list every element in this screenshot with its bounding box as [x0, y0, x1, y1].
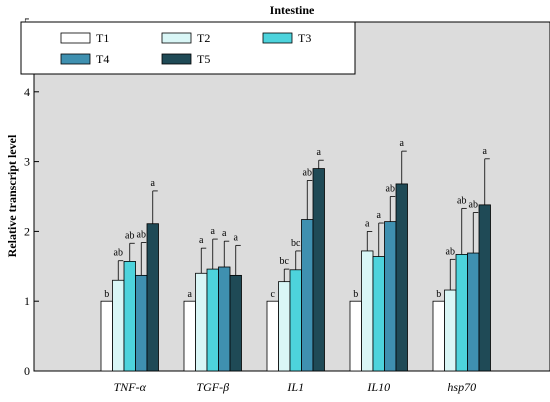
legend-label: T2: [197, 31, 210, 45]
legend-box: [20, 21, 356, 75]
bar: [384, 221, 397, 372]
bar: [301, 219, 314, 372]
legend-swatch: [161, 32, 192, 44]
category-label: IL1: [286, 380, 304, 394]
x-axis: TNF-α TGF-β IL1 IL10 hsp70: [114, 380, 476, 394]
y-tick-label: 0: [24, 364, 30, 378]
y-tick-label: 2: [24, 224, 30, 238]
bar: [135, 274, 148, 372]
significance-label: ab: [137, 230, 146, 241]
y-tick-label: 1: [24, 294, 30, 308]
legend-swatch: [60, 32, 91, 44]
legend: T1 T2 T3 T4 T5: [20, 21, 356, 75]
bar: [112, 279, 125, 372]
significance-label: a: [377, 210, 382, 221]
significance-label: a: [317, 147, 322, 158]
significance-label: ab: [125, 230, 134, 241]
significance-label: ab: [469, 200, 478, 211]
significance-label: bc: [280, 256, 290, 267]
bar: [361, 250, 374, 372]
significance-label: a: [234, 232, 239, 243]
bar: [444, 289, 457, 372]
significance-label: b: [104, 289, 109, 300]
category-label: hsp70: [447, 380, 476, 394]
bar: [183, 300, 196, 372]
bar: [432, 300, 445, 372]
category-label: TNF-α: [114, 380, 147, 394]
bar: [218, 266, 231, 372]
bar: [289, 269, 302, 372]
significance-label: a: [151, 178, 156, 189]
significance-label: a: [188, 289, 193, 300]
significance-label: c: [271, 289, 276, 300]
significance-label: ab: [457, 195, 466, 206]
bar: [100, 300, 113, 372]
bar: [206, 268, 219, 372]
significance-label: ab: [446, 246, 455, 257]
legend-swatch: [161, 53, 192, 65]
significance-label: ab: [386, 184, 395, 195]
significance-label: a: [483, 146, 488, 157]
significance-label: a: [211, 226, 216, 237]
legend-label: T3: [298, 31, 311, 45]
bar: [229, 274, 242, 372]
significance-label: bc: [291, 238, 301, 249]
bar: [395, 183, 408, 372]
y-tick-label: 4: [24, 85, 30, 99]
y-axis-label: Relative transcript level: [5, 134, 19, 257]
significance-label: ab: [303, 167, 312, 178]
bar: [266, 300, 279, 372]
bar: [349, 300, 362, 372]
bar: [195, 272, 208, 372]
significance-label: a: [222, 228, 227, 239]
bar: [372, 256, 385, 372]
significance-label: b: [353, 289, 358, 300]
legend-label: T1: [96, 31, 109, 45]
bar: [455, 254, 468, 372]
legend-label: T4: [96, 52, 109, 66]
legend-label: T5: [197, 52, 210, 66]
significance-label: a: [365, 218, 370, 229]
category-label: TGF-β: [196, 380, 229, 394]
legend-swatch: [262, 32, 293, 44]
chart-title: Intestine: [270, 3, 315, 17]
significance-label: b: [436, 289, 441, 300]
significance-label: a: [400, 138, 405, 149]
legend-swatch: [60, 53, 91, 65]
bar: [312, 168, 325, 372]
bar: [467, 252, 480, 372]
bar: [478, 204, 491, 372]
significance-label: a: [199, 235, 204, 246]
bar: [278, 281, 291, 372]
bar: [146, 223, 159, 372]
significance-label: ab: [114, 248, 123, 259]
category-label: IL10: [366, 380, 390, 394]
bar: [123, 261, 136, 372]
y-tick-label: 3: [24, 155, 30, 169]
